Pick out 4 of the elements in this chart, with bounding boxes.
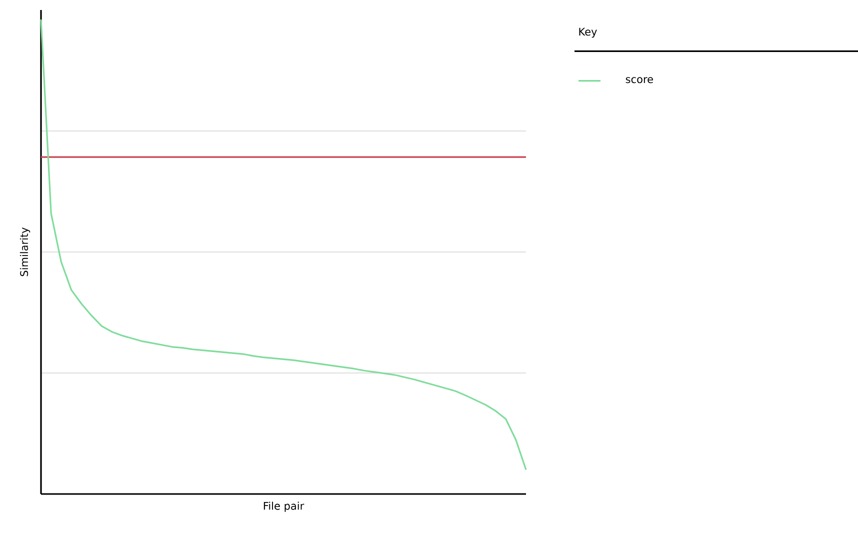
legend-title: Key [579, 28, 597, 38]
y-axis-title: Similarity [20, 227, 30, 276]
text: score [626, 77, 653, 84]
x-axis-title: File pair [264, 502, 304, 512]
